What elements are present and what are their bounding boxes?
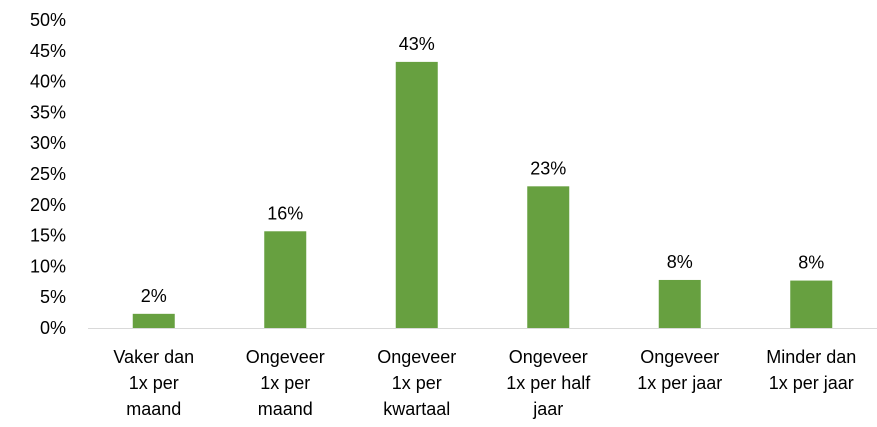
x-tick-label-line: Vaker dan <box>113 347 194 367</box>
x-tick-label-line: 1x per <box>129 373 179 393</box>
y-axis-tick-labels: 0% 5% 10% 15% 20% 25% 30% 35% 40% 45% 50% <box>30 10 66 338</box>
data-labels: 2% 16% 43% 23% 8% 8% <box>141 34 825 306</box>
x-tick-label: Vaker dan 1x per maand <box>113 347 194 419</box>
bar <box>395 61 438 328</box>
y-tick-label: 20% <box>30 195 66 215</box>
y-tick-label: 45% <box>30 41 66 61</box>
x-tick-label-line: 1x per jaar <box>769 373 854 393</box>
x-tick-label-line: maand <box>126 399 181 419</box>
y-tick-label: 40% <box>30 72 66 92</box>
bar <box>527 186 570 328</box>
y-tick-label: 5% <box>40 287 66 307</box>
data-label: 16% <box>267 203 303 223</box>
data-label: 43% <box>399 34 435 54</box>
x-tick-label-line: maand <box>258 399 313 419</box>
data-label: 23% <box>530 158 566 178</box>
y-tick-label: 25% <box>30 164 66 184</box>
x-tick-label-line: Ongeveer <box>377 347 456 367</box>
x-tick-label-line: 1x per half <box>506 373 591 393</box>
data-label: 8% <box>798 253 824 273</box>
x-tick-label: Ongeveer 1x per jaar <box>637 347 722 393</box>
bar <box>132 313 175 328</box>
y-tick-label: 30% <box>30 133 66 153</box>
y-tick-label: 15% <box>30 226 66 246</box>
bar <box>264 231 307 328</box>
x-tick-label-line: Ongeveer <box>509 347 588 367</box>
x-tick-label-line: 1x per <box>260 373 310 393</box>
x-tick-label-line: 1x per <box>392 373 442 393</box>
y-tick-label: 50% <box>30 10 66 30</box>
x-tick-label: Ongeveer 1x per maand <box>246 347 325 419</box>
x-tick-label-line: Ongeveer <box>246 347 325 367</box>
y-tick-label: 35% <box>30 102 66 122</box>
x-tick-label-line: 1x per jaar <box>637 373 722 393</box>
x-tick-label: Ongeveer 1x per kwartaal <box>377 347 456 419</box>
data-label: 8% <box>667 252 693 272</box>
data-label: 2% <box>141 286 167 306</box>
x-tick-label-line: Ongeveer <box>640 347 719 367</box>
y-tick-label: 10% <box>30 256 66 276</box>
x-tick-label-line: Minder dan <box>766 347 856 367</box>
x-tick-label-line: kwartaal <box>383 399 450 419</box>
y-tick-label: 0% <box>40 318 66 338</box>
bars <box>132 61 833 328</box>
bar <box>790 280 833 328</box>
x-tick-label: Ongeveer 1x per half jaar <box>506 347 591 419</box>
bar <box>658 279 701 328</box>
x-tick-label-line: jaar <box>532 399 563 419</box>
x-tick-label: Minder dan 1x per jaar <box>766 347 856 393</box>
